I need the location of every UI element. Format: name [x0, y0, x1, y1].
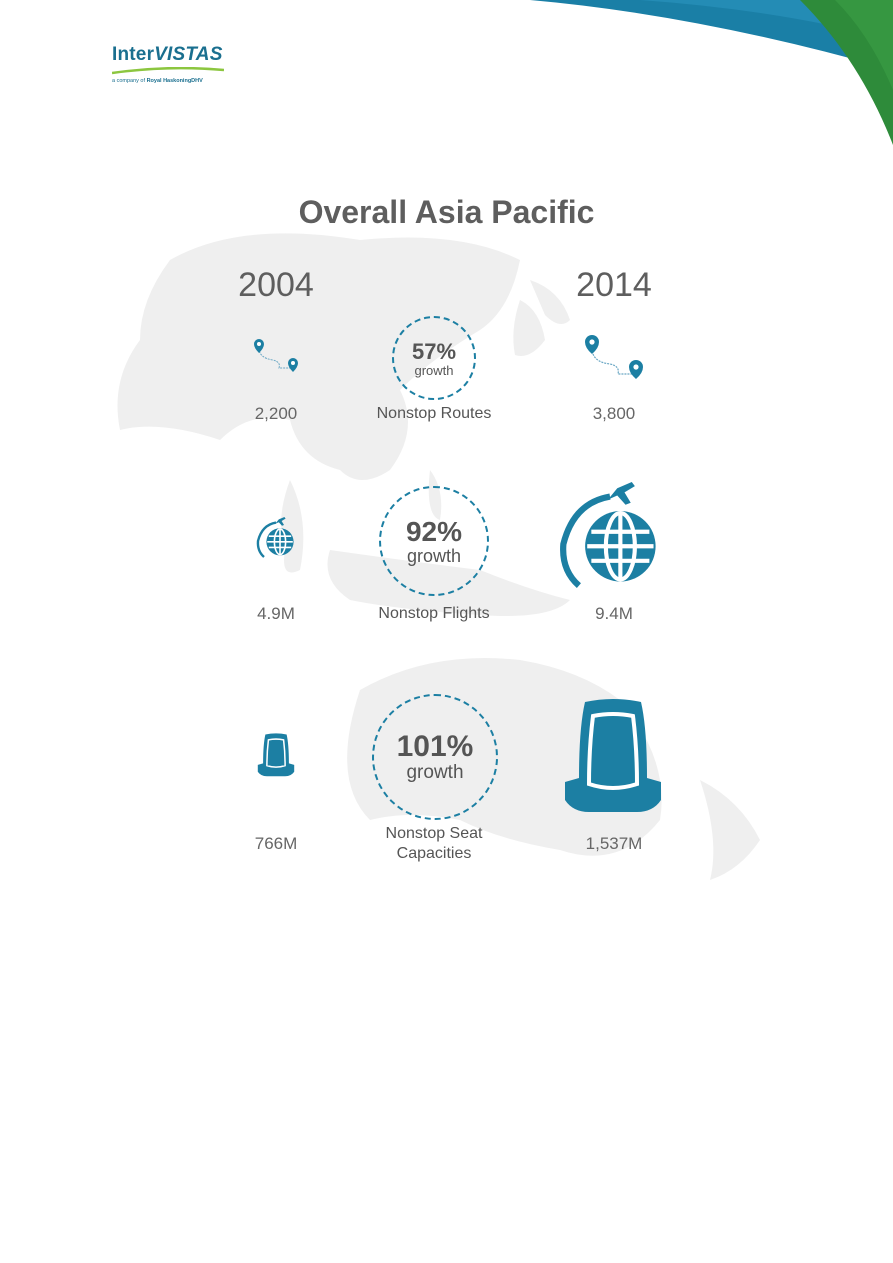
routes-2004-value: 2,200 [254, 404, 298, 423]
seats-label: Nonstop Seat Capacities [344, 824, 524, 864]
seat-icon-large [565, 699, 661, 812]
seats-2014-value: 1,537M [585, 834, 643, 853]
growth-label: growth [406, 762, 464, 783]
routes-2014-value: 3,800 [592, 404, 636, 423]
route-pin-icon-large [585, 335, 643, 379]
growth-percent: 92% [405, 516, 463, 547]
logo-swoosh [112, 67, 224, 75]
globe-plane-icon [256, 517, 294, 558]
globe-plane-icon-large [560, 482, 656, 588]
year-start: 2004 [238, 266, 314, 304]
growth-percent: 57% [411, 339, 457, 364]
seats-label-line1: Nonstop Seat [385, 825, 483, 842]
logo-name-part1: Inter [112, 44, 155, 65]
flights-label: Nonstop Flights [378, 605, 490, 622]
seats-label-line2: Capacities [396, 845, 472, 862]
routes-label: Nonstop Routes [376, 405, 492, 422]
seats-2004-value: 766M [254, 834, 298, 853]
growth-circle-seats: 101% growth [372, 694, 498, 820]
year-end: 2014 [576, 266, 652, 304]
growth-circle-routes: 57% growth [392, 316, 476, 400]
company-logo: InterVISTAS a company of Royal Haskoning… [112, 44, 252, 94]
seat-icon [257, 733, 295, 777]
growth-percent: 101% [396, 730, 474, 763]
route-pin-icon [254, 339, 298, 372]
growth-label: growth [406, 546, 462, 566]
logo-tagline: a company of Royal HaskoningDHV [112, 78, 203, 84]
growth-label: growth [414, 363, 454, 378]
logo-name-part2: VISTAS [154, 44, 223, 65]
growth-circle-flights: 92% growth [379, 486, 489, 596]
flights-2014-value: 9.4M [595, 604, 633, 623]
flights-2004-value: 4.9M [257, 604, 295, 623]
corner-decoration [530, 0, 893, 145]
page-title: Overall Asia Pacific [298, 194, 595, 230]
